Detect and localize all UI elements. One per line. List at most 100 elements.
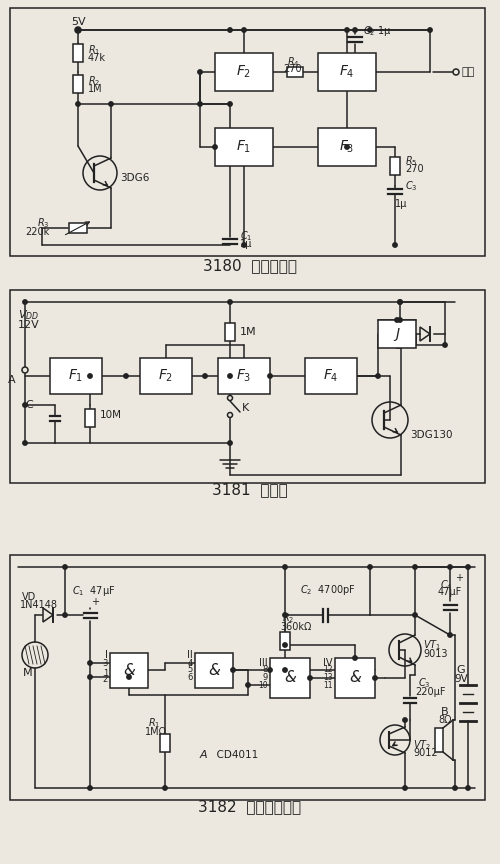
- Circle shape: [373, 676, 377, 680]
- Text: 220μF: 220μF: [415, 687, 446, 697]
- Text: C: C: [25, 400, 33, 410]
- Text: A: A: [200, 750, 207, 760]
- Text: &: &: [284, 670, 296, 685]
- Circle shape: [395, 318, 399, 322]
- Text: 47k: 47k: [88, 53, 106, 63]
- Text: 9V: 9V: [454, 674, 468, 684]
- Bar: [318, 53, 376, 91]
- Circle shape: [228, 396, 232, 401]
- Text: 47μF: 47μF: [438, 587, 462, 597]
- Text: 1μ: 1μ: [395, 199, 407, 209]
- Circle shape: [268, 374, 272, 378]
- Circle shape: [443, 343, 447, 347]
- Circle shape: [76, 102, 80, 106]
- Text: 3181  报警器: 3181 报警器: [212, 482, 288, 498]
- Text: 360kΩ: 360kΩ: [280, 622, 312, 632]
- Text: $F_4$: $F_4$: [339, 64, 355, 80]
- Bar: [280, 632, 290, 650]
- Text: II: II: [187, 650, 193, 660]
- Circle shape: [228, 28, 232, 32]
- Text: 3: 3: [102, 658, 108, 668]
- Text: $F_3$: $F_3$: [236, 368, 252, 384]
- Circle shape: [453, 785, 457, 791]
- Text: &: &: [349, 670, 361, 685]
- Text: 270: 270: [405, 164, 423, 174]
- Circle shape: [109, 102, 113, 106]
- Text: $R_3$: $R_3$: [38, 216, 50, 230]
- Circle shape: [88, 675, 92, 679]
- Text: 6: 6: [188, 672, 193, 682]
- Text: G: G: [456, 665, 464, 675]
- Circle shape: [203, 374, 207, 378]
- Text: IV: IV: [324, 658, 333, 668]
- Bar: [390, 157, 400, 175]
- Bar: [215, 128, 273, 166]
- Bar: [140, 358, 192, 394]
- Circle shape: [398, 300, 402, 304]
- Text: 13: 13: [324, 674, 333, 683]
- Circle shape: [466, 785, 470, 791]
- Text: VD: VD: [22, 592, 36, 602]
- Text: 8: 8: [262, 664, 268, 674]
- Bar: [73, 75, 83, 93]
- Text: 8Ω: 8Ω: [438, 715, 452, 725]
- Circle shape: [353, 28, 357, 32]
- Circle shape: [76, 28, 80, 32]
- Circle shape: [63, 565, 67, 569]
- Text: 12V: 12V: [18, 320, 40, 330]
- Circle shape: [398, 318, 402, 322]
- Circle shape: [246, 683, 250, 687]
- Text: $R_5$: $R_5$: [405, 154, 417, 168]
- Text: B: B: [441, 707, 449, 717]
- Circle shape: [198, 70, 202, 74]
- Circle shape: [228, 102, 232, 106]
- Text: 3DG130: 3DG130: [410, 430, 453, 440]
- Bar: [318, 128, 376, 166]
- Text: $F_3$: $F_3$: [340, 139, 354, 156]
- Bar: [335, 658, 375, 698]
- Circle shape: [368, 28, 372, 32]
- Text: 2: 2: [103, 676, 108, 684]
- Text: $F_2$: $F_2$: [158, 368, 174, 384]
- Text: +: +: [91, 597, 99, 607]
- Circle shape: [413, 565, 417, 569]
- Circle shape: [353, 656, 357, 660]
- Text: 输出: 输出: [462, 67, 475, 77]
- Text: $V_{DD}$: $V_{DD}$: [18, 308, 39, 322]
- Bar: [69, 223, 87, 233]
- Text: 9012: 9012: [413, 748, 438, 758]
- Bar: [305, 358, 357, 394]
- Circle shape: [283, 668, 287, 672]
- Circle shape: [228, 300, 232, 304]
- Text: 5: 5: [188, 665, 193, 675]
- Text: $R_1$: $R_1$: [148, 716, 160, 730]
- Text: 11: 11: [324, 682, 333, 690]
- Text: CD4011: CD4011: [210, 750, 258, 760]
- Circle shape: [228, 374, 232, 378]
- Text: 1M: 1M: [240, 327, 256, 337]
- Circle shape: [213, 145, 217, 149]
- Text: $C_4$: $C_4$: [440, 578, 453, 592]
- Text: $F_4$: $F_4$: [323, 368, 339, 384]
- Circle shape: [268, 668, 272, 672]
- Bar: [225, 323, 235, 341]
- Text: +: +: [455, 573, 463, 583]
- Text: $R_4$: $R_4$: [286, 55, 300, 69]
- Circle shape: [228, 441, 232, 445]
- Circle shape: [23, 403, 27, 407]
- Circle shape: [63, 613, 67, 617]
- Circle shape: [242, 243, 246, 247]
- Circle shape: [453, 69, 459, 75]
- Circle shape: [448, 632, 452, 638]
- Text: 4: 4: [188, 658, 193, 668]
- Text: 10: 10: [258, 682, 268, 690]
- Circle shape: [75, 27, 81, 33]
- Circle shape: [403, 718, 407, 722]
- Text: $C_1$: $C_1$: [240, 229, 252, 243]
- Circle shape: [345, 28, 349, 32]
- Circle shape: [345, 145, 349, 149]
- Bar: [435, 728, 443, 752]
- Text: 1MΩ: 1MΩ: [145, 727, 167, 737]
- Bar: [73, 44, 83, 62]
- Text: $R_2$: $R_2$: [282, 611, 294, 625]
